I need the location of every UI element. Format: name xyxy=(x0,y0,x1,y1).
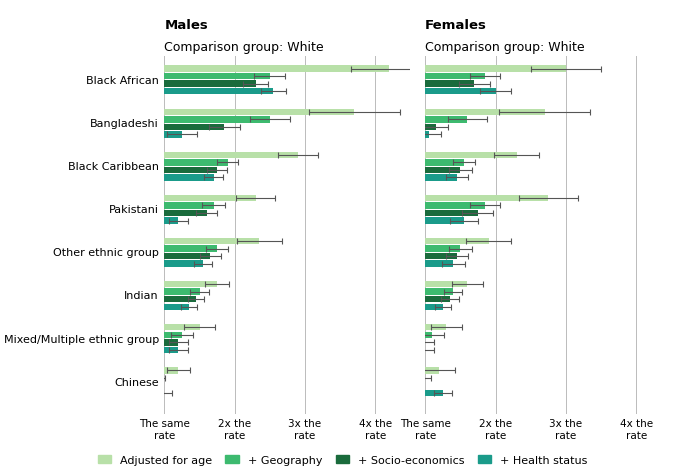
Bar xyxy=(164,160,227,166)
Bar xyxy=(164,253,210,260)
Bar xyxy=(425,175,457,181)
Bar xyxy=(425,332,432,338)
Text: Males: Males xyxy=(164,19,208,32)
Bar xyxy=(164,246,217,252)
Bar xyxy=(425,66,566,73)
Bar xyxy=(164,109,354,116)
Bar xyxy=(164,117,270,123)
Bar xyxy=(164,74,270,80)
Bar xyxy=(425,160,464,166)
Bar xyxy=(164,210,207,217)
Bar xyxy=(425,74,485,80)
Bar xyxy=(425,81,475,88)
Bar xyxy=(164,238,260,245)
Bar xyxy=(425,367,439,374)
Bar xyxy=(425,203,485,209)
Bar xyxy=(164,132,182,139)
Bar xyxy=(164,281,217,288)
Bar xyxy=(425,289,453,295)
Bar xyxy=(425,304,443,310)
Bar xyxy=(164,304,189,310)
Bar xyxy=(164,195,256,202)
Bar xyxy=(164,218,179,224)
Bar xyxy=(164,89,273,95)
Bar xyxy=(425,117,467,123)
Bar xyxy=(425,246,460,252)
Bar xyxy=(164,332,182,338)
Bar xyxy=(158,375,164,381)
Bar xyxy=(425,238,488,245)
Bar xyxy=(425,89,495,95)
Bar xyxy=(425,324,447,331)
Bar xyxy=(154,382,164,389)
Bar xyxy=(164,203,214,209)
Bar xyxy=(425,281,467,288)
Bar xyxy=(164,289,199,295)
Bar xyxy=(164,81,256,88)
Bar xyxy=(164,347,179,353)
Bar xyxy=(425,210,478,217)
Text: Comparison group: White: Comparison group: White xyxy=(164,40,324,54)
Bar xyxy=(164,175,214,181)
Bar xyxy=(425,109,545,116)
Bar xyxy=(164,339,179,346)
Bar xyxy=(164,324,199,331)
Text: Females: Females xyxy=(425,19,487,32)
Bar xyxy=(422,375,425,381)
Bar xyxy=(164,261,203,268)
Bar xyxy=(425,218,464,224)
Bar xyxy=(425,168,460,174)
Bar xyxy=(425,390,443,397)
Bar xyxy=(164,168,217,174)
Bar xyxy=(425,124,436,131)
Text: Comparison group: White: Comparison group: White xyxy=(425,40,585,54)
Bar xyxy=(164,297,196,303)
Legend: Adjusted for age, + Geography, + Socio-economics, + Health status: Adjusted for age, + Geography, + Socio-e… xyxy=(95,451,590,468)
Bar xyxy=(164,124,224,131)
Bar xyxy=(164,66,389,73)
Bar xyxy=(425,132,429,139)
Bar xyxy=(411,382,425,389)
Bar xyxy=(164,367,179,374)
Bar xyxy=(164,152,298,159)
Bar xyxy=(425,261,453,268)
Bar xyxy=(425,253,457,260)
Bar xyxy=(425,297,450,303)
Bar xyxy=(425,195,548,202)
Bar xyxy=(425,152,516,159)
